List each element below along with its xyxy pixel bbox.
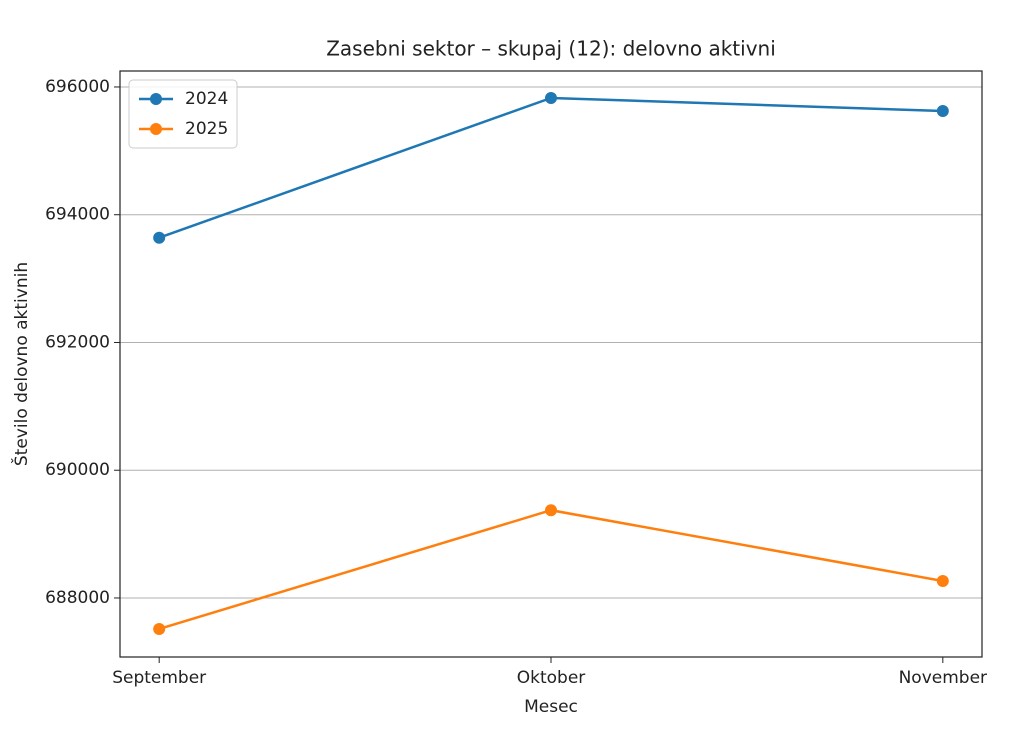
x-tick-label: September [112,668,206,688]
data-point [936,574,949,587]
x-tick-label: November [899,668,987,688]
y-tick-label: 692000 [45,332,110,352]
data-point [936,104,949,117]
chart-title: Zasebni sektor – skupaj (12): delovno ak… [326,37,776,61]
legend-label: 2025 [185,119,228,139]
data-point [153,622,166,635]
legend-marker [150,123,162,135]
y-tick-label: 694000 [45,205,110,225]
legend-marker [150,93,162,105]
x-axis-label: Mesec [524,697,578,717]
y-tick-label: 696000 [45,77,110,97]
y-axis-label: Število delovno aktivnih [10,262,32,466]
data-point [545,504,557,517]
x-tick-label: Oktober [517,668,586,688]
y-tick-label: 690000 [45,460,110,480]
legend-label: 2024 [185,89,228,109]
plot-frame [119,70,983,658]
data-point [153,231,166,244]
y-tick-label: 688000 [45,588,110,608]
data-point [545,91,557,104]
